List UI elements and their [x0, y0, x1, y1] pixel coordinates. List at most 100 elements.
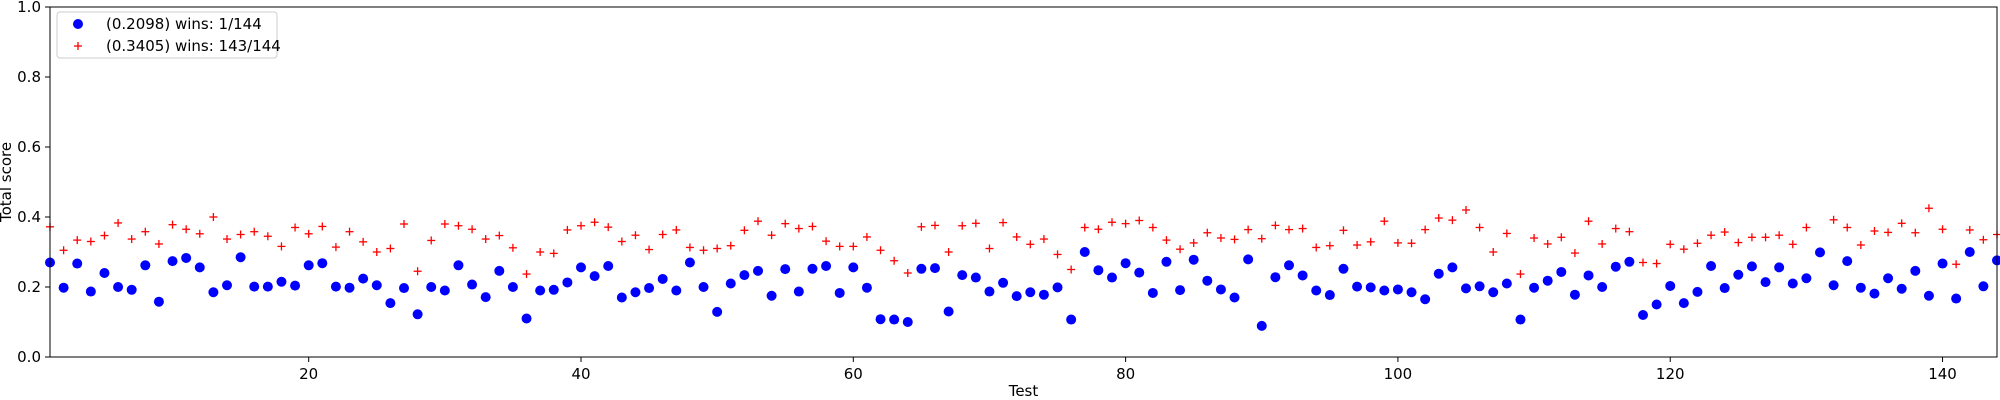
data-point-plus: [1720, 228, 1729, 237]
data-point-plus: [1570, 249, 1579, 258]
data-point-circle: [1501, 278, 1512, 289]
x-tick-label: 60: [844, 365, 863, 383]
data-point-plus: [563, 225, 572, 234]
data-point-plus: [508, 243, 517, 252]
data-point-circle: [1842, 256, 1853, 267]
data-point-circle: [1678, 298, 1689, 309]
data-point-circle: [1706, 261, 1717, 271]
data-point-plus: [100, 231, 109, 240]
data-point-circle: [1787, 278, 1798, 289]
data-point-circle: [902, 317, 913, 327]
data-point-circle: [385, 298, 396, 309]
data-point-circle: [1624, 256, 1635, 267]
data-point-plus: [958, 221, 967, 230]
data-point-plus: [1339, 226, 1348, 235]
data-point-plus: [890, 256, 899, 265]
data-point-circle: [153, 296, 164, 307]
x-tick-label: 140: [1928, 365, 1957, 383]
data-point-plus: [495, 231, 504, 240]
data-point-circle: [1815, 247, 1825, 258]
data-point-plus: [1530, 234, 1539, 242]
data-point-circle: [712, 306, 723, 317]
data-point-circle: [535, 285, 546, 296]
data-point-circle: [1093, 265, 1104, 276]
data-point-circle: [725, 278, 736, 289]
data-point-plus: [1080, 223, 1089, 232]
data-point-plus: [1884, 228, 1893, 237]
data-point-plus: [1053, 250, 1062, 259]
data-point-circle: [453, 260, 464, 271]
data-point-plus: [1584, 217, 1593, 226]
data-point-circle: [1515, 314, 1526, 325]
data-point-circle: [1474, 281, 1485, 292]
data-point-circle: [126, 284, 137, 295]
data-point-circle: [1964, 247, 1975, 257]
data-point-plus: [1489, 248, 1498, 256]
data-point-circle: [943, 306, 954, 317]
data-point-plus: [1067, 265, 1076, 274]
y-tick-label: 0.0: [17, 348, 41, 366]
data-point-plus: [1434, 214, 1443, 223]
data-point-plus: [1639, 258, 1647, 267]
data-point-circle: [957, 270, 968, 281]
legend-marker-circle: [73, 19, 83, 29]
y-tick-label: 0.6: [17, 138, 41, 156]
data-point-plus: [822, 237, 831, 246]
data-point-plus: [1189, 238, 1198, 247]
data-point-plus: [1448, 216, 1457, 225]
data-point-plus: [1407, 239, 1416, 248]
data-point-plus: [645, 245, 654, 254]
data-point-circle: [1855, 282, 1866, 293]
data-point-circle: [1828, 280, 1839, 291]
data-point-plus: [223, 235, 231, 244]
y-tick-label: 0.8: [17, 68, 41, 86]
data-point-circle: [1161, 256, 1172, 267]
data-point-circle: [1746, 261, 1757, 272]
data-point-circle: [1910, 265, 1921, 276]
data-point-circle: [1134, 267, 1145, 278]
data-point-circle: [807, 263, 818, 274]
data-point-plus: [114, 218, 123, 227]
data-point-plus: [849, 242, 858, 251]
data-point-plus: [1557, 233, 1566, 242]
legend: (0.2098) wins: 1/144 (0.3405) wins: 143/…: [56, 11, 281, 59]
data-point-plus: [182, 225, 191, 234]
data-point-plus: [1012, 232, 1021, 241]
data-point-circle: [276, 276, 287, 287]
data-point-plus: [631, 231, 640, 240]
data-point-circle: [113, 282, 124, 292]
data-point-plus: [73, 236, 82, 245]
data-point-circle: [1052, 282, 1063, 293]
data-point-plus: [917, 222, 926, 231]
y-axis: 0.0 0.2 0.4 0.6 0.8 1.0: [17, 0, 50, 366]
data-point-plus: [481, 235, 490, 244]
data-point-circle: [1107, 272, 1117, 283]
data-point-plus: [1502, 229, 1511, 238]
legend-entry-label: (0.2098) wins: 1/144: [106, 15, 262, 33]
data-point-plus: [59, 246, 68, 255]
data-point-circle: [330, 281, 341, 292]
data-point-circle: [1883, 273, 1894, 284]
data-point-circle: [1147, 287, 1158, 298]
data-point-plus: [1965, 225, 1974, 234]
data-point-circle: [1583, 270, 1594, 281]
data-point-circle: [1175, 285, 1186, 296]
data-point-circle: [303, 260, 314, 271]
data-point-circle: [1215, 284, 1226, 295]
data-point-circle: [1406, 287, 1417, 298]
data-point-plus: [318, 222, 327, 231]
data-point-plus: [1148, 223, 1157, 232]
data-point-plus: [617, 237, 626, 246]
data-point-plus: [522, 270, 531, 279]
data-point-circle: [371, 280, 382, 291]
data-point-plus: [1366, 237, 1375, 246]
data-point-plus: [1393, 238, 1402, 247]
data-point-circle: [480, 292, 491, 303]
data-point-circle: [1978, 281, 1989, 292]
data-point-circle: [644, 283, 655, 294]
data-point-plus: [1707, 231, 1716, 240]
data-point-circle: [1338, 263, 1349, 274]
data-point-plus: [359, 237, 368, 246]
data-point-plus: [1924, 204, 1933, 213]
data-point-circle: [58, 282, 69, 293]
